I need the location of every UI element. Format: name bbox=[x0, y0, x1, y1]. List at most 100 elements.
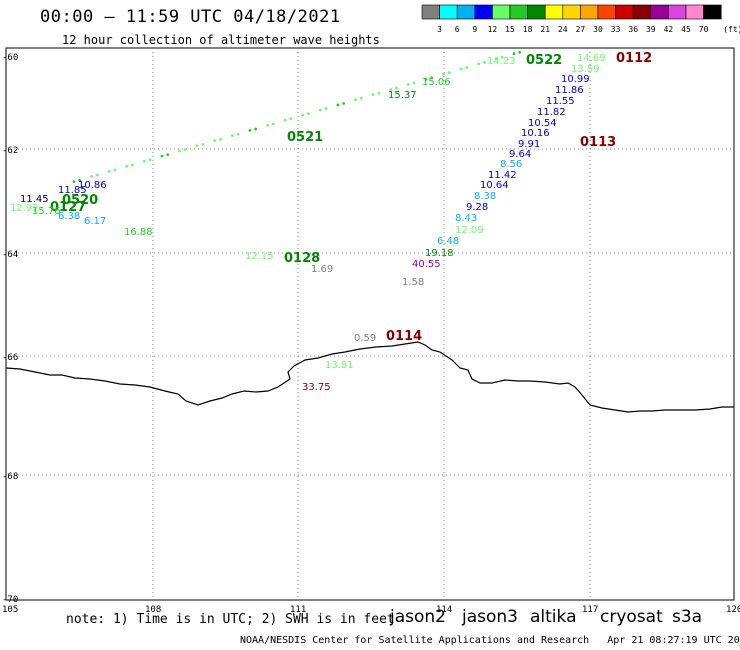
lon-label: 108 bbox=[145, 605, 161, 615]
legend-tick: 9 bbox=[472, 25, 477, 34]
wave-height-value: 1.69 bbox=[311, 264, 333, 275]
lat-label: -70 bbox=[2, 595, 18, 605]
legend-swatch bbox=[632, 4, 652, 20]
legend-tick: 39 bbox=[646, 25, 656, 34]
dense-track-mark: •• bbox=[211, 134, 225, 148]
satellite-altika: altika bbox=[530, 607, 577, 627]
legend-swatch bbox=[580, 4, 599, 20]
wave-height-value: 10.99 bbox=[561, 74, 590, 85]
dense-track-mark: •• bbox=[264, 119, 278, 133]
legend-swatch bbox=[492, 4, 511, 20]
wave-height-value: 11.42 bbox=[488, 170, 517, 181]
wave-height-value: 6.17 bbox=[84, 216, 106, 227]
track-id-label: 0112 bbox=[616, 51, 652, 66]
dense-track-mark: •• bbox=[316, 104, 330, 118]
legend-swatch bbox=[509, 4, 528, 20]
lat-tick-labels: -60 -62 -64 -66 -68 -70 bbox=[2, 53, 18, 605]
legend-swatch bbox=[668, 4, 687, 20]
footer: NOAA/NESDIS Center for Satellite Applica… bbox=[240, 635, 740, 646]
dense-track-mark: •• bbox=[404, 78, 418, 92]
dense-track-mark: •• bbox=[123, 160, 137, 174]
wave-height-value: 9.64 bbox=[509, 149, 531, 160]
lat-label: -62 bbox=[2, 146, 18, 156]
map-subtitle: 12 hour collection of altimeter wave hei… bbox=[62, 33, 380, 47]
dense-track-labels: •• •• •• •• •• •• •• •• •• •• •• •• •• •• •• •• •• •• •• ••… bbox=[70, 47, 524, 189]
dense-track-mark: •• bbox=[158, 150, 172, 164]
wave-height-value: 13.81 bbox=[325, 360, 354, 371]
legend-tick: 42 bbox=[664, 25, 674, 34]
plot-frame bbox=[5, 47, 735, 601]
dense-track-mark: •• bbox=[88, 170, 102, 184]
dense-track-mark: •• bbox=[369, 88, 383, 102]
wave-height-value: 9.28 bbox=[466, 202, 488, 213]
lon-label: 111 bbox=[290, 605, 306, 615]
dense-track-mark: •• bbox=[299, 109, 313, 123]
track-id-label: 0114 bbox=[386, 329, 422, 344]
legend-swatch bbox=[685, 4, 704, 20]
satellite-s3a: s3a bbox=[672, 607, 703, 627]
dense-track-mark: •• bbox=[492, 53, 506, 67]
satellite-cryosat: cryosat bbox=[600, 607, 663, 627]
legend-tick: 33 bbox=[611, 25, 621, 34]
wave-height-value: 10.16 bbox=[521, 128, 550, 139]
lon-tick-labels: 105 108 111 114 117 120 bbox=[2, 605, 740, 615]
legend-tick: 24 bbox=[558, 25, 568, 34]
legend-swatch bbox=[615, 4, 634, 20]
wave-height-value: 6.48 bbox=[437, 236, 459, 247]
legend-tick: 18 bbox=[523, 25, 533, 34]
wave-height-value: 16.88 bbox=[124, 227, 153, 238]
dense-track-mark: •• bbox=[228, 129, 242, 143]
legend-swatch bbox=[456, 4, 476, 20]
legend-swatch bbox=[597, 4, 616, 20]
wave-height-value: 11.86 bbox=[555, 85, 584, 96]
wave-height-value: 11.45 bbox=[20, 194, 49, 205]
wave-height-value: 8.43 bbox=[455, 213, 477, 224]
legend-swatch bbox=[439, 4, 458, 20]
footer-timestamp: Apr 21 08:27:19 UTC 2021 bbox=[607, 635, 740, 646]
legend-tick: 36 bbox=[628, 25, 638, 34]
legend-swatch bbox=[474, 4, 493, 20]
wave-height-value: 15.76 bbox=[32, 206, 61, 217]
dense-track-mark: •• bbox=[105, 165, 119, 179]
wave-height-value: 9.91 bbox=[518, 139, 540, 150]
map-title: 00:00 – 11:59 UTC 04/18/2021 bbox=[40, 7, 341, 27]
dense-track-mark: •• bbox=[176, 145, 190, 159]
track-id-label: 0113 bbox=[580, 135, 616, 150]
wave-height-value: 14.69 bbox=[577, 53, 606, 64]
wave-height-value: 10.86 bbox=[78, 180, 107, 191]
footer-credit: NOAA/NESDIS Center for Satellite Applica… bbox=[240, 635, 590, 646]
lat-label: -64 bbox=[2, 250, 18, 260]
dense-track-mark: •• bbox=[334, 99, 348, 113]
dense-track-mark: •• bbox=[352, 93, 366, 107]
lon-label: 117 bbox=[582, 605, 598, 615]
wave-height-value: 10.54 bbox=[528, 118, 557, 129]
legend-swatch bbox=[703, 4, 722, 20]
wave-height-value: 6.38 bbox=[58, 211, 80, 222]
dense-track-mark: •• bbox=[475, 58, 489, 72]
coastline bbox=[5, 341, 734, 413]
wave-height-value: 40.55 bbox=[412, 259, 441, 270]
legend-tick: 21 bbox=[540, 25, 550, 34]
track-id-label: 0127 bbox=[50, 200, 86, 215]
lat-label: -60 bbox=[2, 53, 18, 63]
legend-unit: (ft) bbox=[723, 25, 740, 34]
wave-height-value: 12.09 bbox=[455, 225, 484, 236]
lat-label: -66 bbox=[2, 353, 18, 363]
wave-height-value: 14.23 bbox=[487, 56, 516, 67]
wave-height-value: 10.64 bbox=[480, 180, 509, 191]
wave-height-value: 12.15 bbox=[245, 251, 274, 262]
wave-height-value: 0.59 bbox=[354, 333, 376, 344]
wave-height-value: 12.92 bbox=[10, 203, 39, 214]
wave-height-value: 15.37 bbox=[388, 90, 417, 101]
dense-track-mark: •• bbox=[440, 68, 454, 82]
wave-height-value: 11.55 bbox=[546, 96, 575, 107]
dense-track-mark: •• bbox=[70, 175, 84, 189]
wave-height-value: 1.58 bbox=[402, 277, 424, 288]
dense-track-mark: •• bbox=[140, 155, 154, 169]
wave-height-value: 19.18 bbox=[425, 248, 454, 259]
track-id-label: 0520 bbox=[62, 193, 98, 208]
wave-height-value: 13.59 bbox=[571, 64, 600, 75]
